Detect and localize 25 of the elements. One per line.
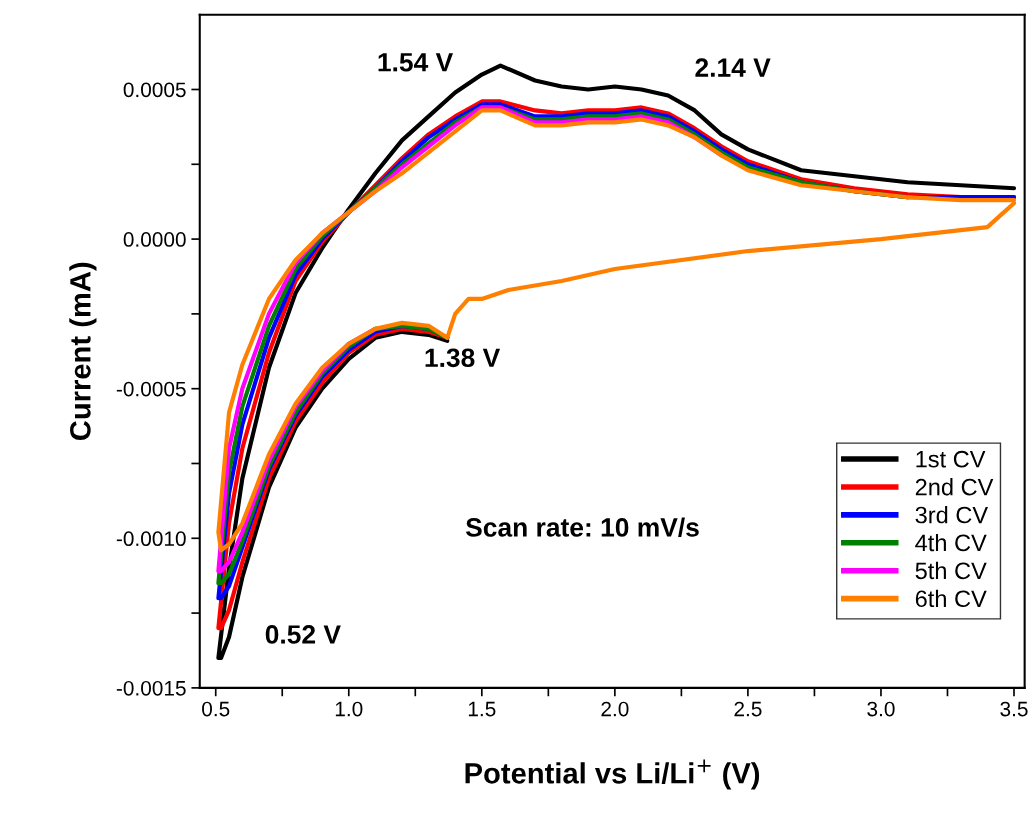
y-tick-label: -0.0015	[116, 680, 186, 696]
legend-label: 2nd CV	[915, 478, 994, 496]
x-tick-label: 1.0	[335, 701, 363, 717]
annotation: 1.54 V	[378, 53, 454, 72]
legend-label: 4th CV	[915, 533, 987, 552]
annotation: Scan rate: 10 mV/s	[465, 517, 699, 538]
annotation: 1.38 V	[425, 348, 501, 368]
x-tick-label: 1.5	[468, 701, 496, 717]
annotation: 0.52 V	[265, 625, 341, 644]
legend-label: 3rd CV	[915, 506, 989, 524]
x-axis-title: Potential vs Li/Li$^{+}$ (V)	[465, 759, 760, 790]
legend-label: 6th CV	[915, 589, 987, 608]
y-tick-label: -0.0010	[116, 531, 186, 547]
y-axis-title: Current (mA)	[69, 262, 97, 441]
x-tick-label: 0.5	[202, 701, 230, 717]
x-tick-label: 3.0	[867, 701, 895, 717]
legend-label: 1st CV	[916, 450, 986, 468]
y-tick-label: 0.0005	[123, 82, 186, 98]
x-tick-label: 2.0	[601, 701, 629, 717]
x-tick-label: 3.5	[1000, 701, 1028, 717]
legend-label: 5th CV	[915, 561, 987, 580]
y-tick-label: 0.0000	[123, 232, 186, 247]
y-tick-label: -0.0005	[116, 381, 186, 397]
x-tick-label: 2.5	[734, 701, 762, 717]
annotation: 2.14 V	[695, 58, 771, 77]
